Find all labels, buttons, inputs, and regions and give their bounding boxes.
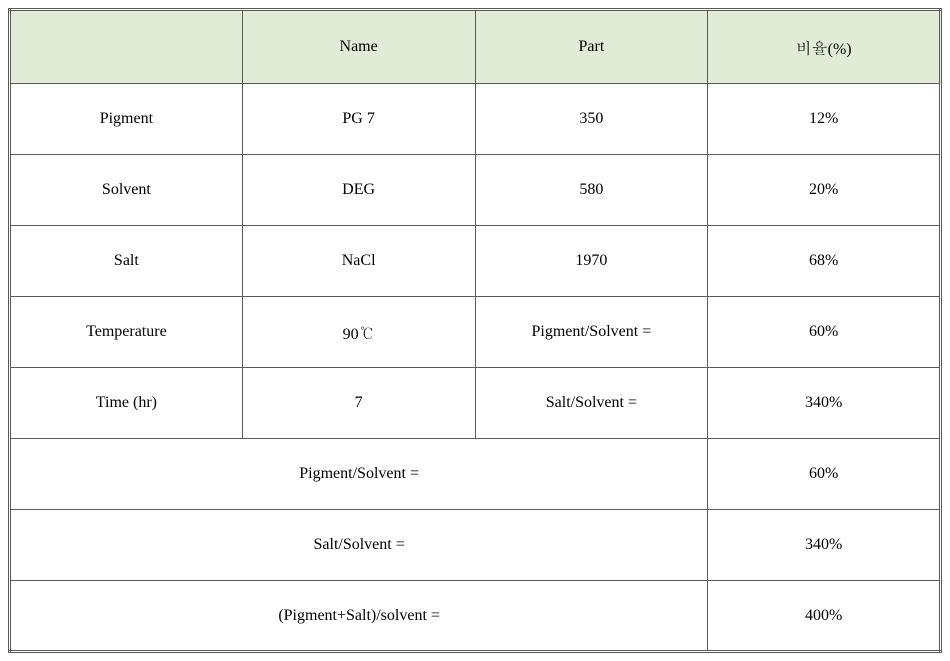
summary-ratio: 340% (708, 510, 941, 581)
summary-row: Salt/Solvent = 340% (10, 510, 941, 581)
summary-label: Salt/Solvent = (10, 510, 708, 581)
cell-ratio: 20% (708, 155, 941, 226)
cell-part: Salt/Solvent = (475, 368, 708, 439)
summary-label: Pigment/Solvent = (10, 439, 708, 510)
table-row: Temperature 90℃ Pigment/Solvent = 60% (10, 297, 941, 368)
data-table: Name Part 비율(%) Pigment PG 7 350 12% Sol… (8, 8, 942, 653)
cell-label: Time (hr) (10, 368, 243, 439)
cell-ratio: 60% (708, 297, 941, 368)
header-part: Part (475, 10, 708, 84)
cell-name: PG 7 (242, 84, 475, 155)
cell-ratio: 340% (708, 368, 941, 439)
table-row: Pigment PG 7 350 12% (10, 84, 941, 155)
cell-label: Pigment (10, 84, 243, 155)
table-row: Time (hr) 7 Salt/Solvent = 340% (10, 368, 941, 439)
cell-part: 580 (475, 155, 708, 226)
summary-row: (Pigment+Salt)/solvent = 400% (10, 581, 941, 652)
cell-label: Solvent (10, 155, 243, 226)
cell-label: Salt (10, 226, 243, 297)
cell-part: 350 (475, 84, 708, 155)
cell-name: 7 (242, 368, 475, 439)
summary-row: Pigment/Solvent = 60% (10, 439, 941, 510)
header-ratio: 비율(%) (708, 10, 941, 84)
cell-part: 1970 (475, 226, 708, 297)
header-blank (10, 10, 243, 84)
cell-part: Pigment/Solvent = (475, 297, 708, 368)
cell-ratio: 12% (708, 84, 941, 155)
header-name: Name (242, 10, 475, 84)
cell-name: 90℃ (242, 297, 475, 368)
table-row: Salt NaCl 1970 68% (10, 226, 941, 297)
summary-label: (Pigment+Salt)/solvent = (10, 581, 708, 652)
cell-label: Temperature (10, 297, 243, 368)
table-row: Solvent DEG 580 20% (10, 155, 941, 226)
cell-name: DEG (242, 155, 475, 226)
summary-ratio: 400% (708, 581, 941, 652)
cell-name: NaCl (242, 226, 475, 297)
header-row: Name Part 비율(%) (10, 10, 941, 84)
cell-ratio: 68% (708, 226, 941, 297)
table-container: Name Part 비율(%) Pigment PG 7 350 12% Sol… (8, 8, 942, 653)
summary-ratio: 60% (708, 439, 941, 510)
